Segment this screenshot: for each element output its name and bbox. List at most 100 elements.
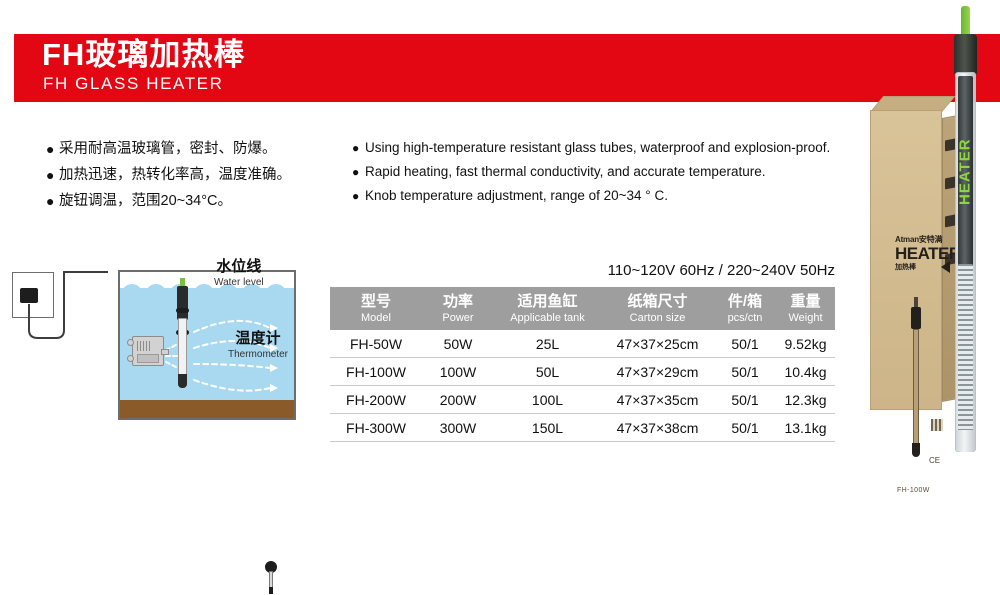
feature-text: 旋钮调温，范围20~34°C。 xyxy=(59,193,232,209)
feature-item: ● 旋钮调温，范围20~34°C。 xyxy=(46,188,346,214)
heater-rod-in-tank xyxy=(176,278,189,396)
feature-item: ● Rapid heating, fast thermal conductivi… xyxy=(352,160,872,184)
bullet-icon: ● xyxy=(352,165,360,179)
ce-mark-icon: CE xyxy=(929,456,941,465)
cell-power: 200W xyxy=(439,391,477,408)
bullet-icon: ● xyxy=(46,193,55,209)
bullet-icon: ● xyxy=(352,189,360,203)
water-level-label-en: Water level xyxy=(214,277,264,288)
thermometer-label-en: Thermometer xyxy=(228,349,289,360)
header-banner: FH玻璃加热棒 FH GLASS HEATER xyxy=(14,34,1000,102)
pump-nozzle xyxy=(161,349,169,355)
tank-substrate xyxy=(120,394,294,418)
rod-bottom-cap xyxy=(956,430,975,452)
package-heater-cap xyxy=(911,307,921,329)
column-header-cn: 件/箱 xyxy=(727,292,763,310)
feature-item: ● Knob temperature adjustment, range of … xyxy=(352,184,872,208)
cell-model: FH-200W xyxy=(346,391,406,408)
column-header-cn: 重量 xyxy=(790,292,821,310)
filter-pump xyxy=(127,336,169,366)
package-product-image xyxy=(911,291,921,471)
column-header-model: 型号 Model xyxy=(330,292,422,326)
pump-body xyxy=(137,354,159,363)
pump-sucker xyxy=(127,355,134,362)
cell-carton: 47×37×29cm xyxy=(616,363,699,380)
thermometer-label: 温度计 Thermometer xyxy=(228,330,288,361)
column-header-en: Applicable tank xyxy=(510,311,585,324)
rod-brand-text: HEATER xyxy=(956,138,974,206)
feature-text: Rapid heating, fast thermal conductivity… xyxy=(365,164,766,179)
column-header-applicable-tank: 适用鱼缸 Applicable tank xyxy=(494,292,601,326)
thermometer-tip xyxy=(269,587,273,594)
rod-heating-coil xyxy=(958,264,973,434)
cell-model: FH-300W xyxy=(346,419,406,436)
power-cord xyxy=(12,258,122,348)
rod-black-cap xyxy=(954,34,977,76)
cell-carton: 47×37×38cm xyxy=(616,419,699,436)
feature-item: ● 加热迅速，热转化率高，温度准确。 xyxy=(46,162,346,188)
qr-code-icon xyxy=(931,419,943,431)
table-row: FH-300W 300W 150L 47×37×38cm 50/1 13.1kg xyxy=(330,414,835,442)
water-level-label-cn: 水位线 xyxy=(216,258,262,275)
bullet-icon: ● xyxy=(352,141,360,155)
column-header-cn: 功率 xyxy=(442,292,473,310)
column-header-en: pcs/ctn xyxy=(727,311,763,324)
package-title: HEATER xyxy=(895,244,961,263)
page-title-cn: FH玻璃加热棒 xyxy=(42,37,246,72)
heater-cap xyxy=(177,286,188,320)
cell-weight: 12.3kg xyxy=(784,391,827,408)
thermometer-label-cn: 温度计 xyxy=(235,330,281,347)
voltage-spec: 110~120V 60Hz / 220~240V 50Hz xyxy=(607,262,835,279)
table-header-row: 型号 Model 功率 Power 适用鱼缸 Applicable tank 纸… xyxy=(330,287,835,330)
cell-power: 50W xyxy=(443,335,473,352)
page-title-en: FH GLASS HEATER xyxy=(43,74,224,93)
cell-pcs: 50/1 xyxy=(731,419,759,436)
feature-item: ● Using high-temperature resistant glass… xyxy=(352,136,872,160)
column-header-cn: 适用鱼缸 xyxy=(517,292,578,310)
column-header-weight: 重量 Weight xyxy=(776,292,835,326)
column-header-en: Carton size xyxy=(629,311,686,324)
column-header-cn: 纸箱尺寸 xyxy=(627,292,688,310)
package-heater-knob xyxy=(914,297,918,309)
specification-table: 型号 Model 功率 Power 适用鱼缸 Applicable tank 纸… xyxy=(330,287,835,442)
product-photo: Atman安特满 HEATER 加热棒 CE FH-100W HEATER xyxy=(852,0,1000,494)
heater-bracket xyxy=(176,308,189,313)
cell-carton: 47×37×25cm xyxy=(616,335,699,352)
heater-product-rod: HEATER xyxy=(948,6,982,458)
feature-column-english: ● Using high-temperature resistant glass… xyxy=(352,136,872,208)
brand-label: Atman安特满 xyxy=(895,235,943,244)
cell-pcs: 50/1 xyxy=(731,335,759,352)
heater-knob-icon xyxy=(180,278,185,288)
package-box-front: Atman安特满 HEATER 加热棒 CE FH-100W xyxy=(870,110,961,494)
package-model-label: FH-100W xyxy=(897,487,930,494)
feature-text: Knob temperature adjustment, range of 20… xyxy=(365,188,668,203)
cell-carton: 47×37×35cm xyxy=(616,391,699,408)
pump-grill-icon xyxy=(137,341,151,351)
column-header-en: Power xyxy=(442,311,474,324)
cell-tank: 100L xyxy=(531,391,564,408)
cell-power: 300W xyxy=(439,419,477,436)
bullet-icon: ● xyxy=(46,141,55,157)
water-surface-wave xyxy=(120,282,294,294)
heater-tip xyxy=(178,374,187,388)
bullet-icon: ● xyxy=(46,167,55,183)
cell-power: 100W xyxy=(439,363,477,380)
feature-item: ● 采用耐高温玻璃管，密封、防爆。 xyxy=(46,136,346,162)
package-subtitle: 加热棒 xyxy=(895,264,916,271)
water-level-label: 水位线 Water level xyxy=(214,258,264,289)
table-row: FH-200W 200W 100L 47×37×35cm 50/1 12.3kg xyxy=(330,386,835,414)
table-row: FH-50W 50W 25L 47×37×25cm 50/1 9.52kg xyxy=(330,330,835,358)
feature-list: ● 采用耐高温玻璃管，密封、防爆。 ● 加热迅速，热转化率高，温度准确。 ● 旋… xyxy=(0,136,880,226)
column-header-carton-size: 纸箱尺寸 Carton size xyxy=(601,292,714,326)
column-header-power: 功率 Power xyxy=(422,292,494,326)
rod-inner-body xyxy=(958,76,973,266)
thermometer-icon xyxy=(265,561,277,595)
cell-pcs: 50/1 xyxy=(731,363,759,380)
cord-loop xyxy=(12,272,54,318)
rod-adjust-knob xyxy=(961,6,970,38)
feature-column-chinese: ● 采用耐高温玻璃管，密封、防爆。 ● 加热迅速，热转化率高，温度准确。 ● 旋… xyxy=(46,136,346,214)
column-header-pcs-per-carton: 件/箱 pcs/ctn xyxy=(714,292,776,326)
cell-weight: 10.4kg xyxy=(784,363,827,380)
cell-model: FH-100W xyxy=(346,363,406,380)
cell-tank: 25L xyxy=(535,335,560,352)
